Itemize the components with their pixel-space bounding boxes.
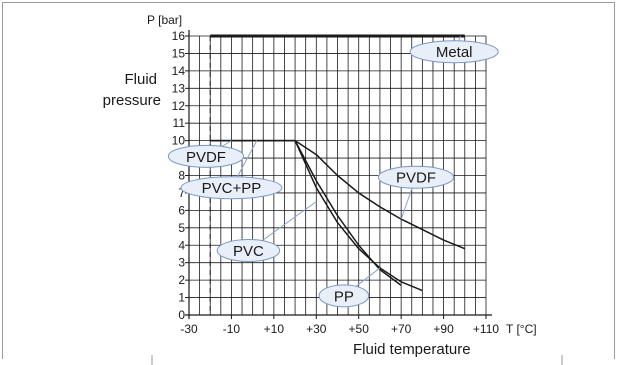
callout-bubble (318, 284, 370, 308)
y-tick-label: 3 (178, 256, 185, 270)
y-tick-label: 10 (172, 134, 186, 148)
y-tick-label: 14 (172, 64, 186, 78)
y-tick-label: 2 (178, 273, 185, 287)
x-tick-label: +110 (473, 322, 499, 336)
callout-label: PVDF (186, 149, 226, 166)
y-tick-label: 1 (178, 291, 185, 305)
y-tick-label: 15 (172, 46, 186, 60)
x-tick-label: +10 (264, 322, 285, 336)
series-callouts: Metal PVDF PVC+PP PVDF PVC PP (167, 35, 499, 308)
y-axis-title-line1: Fluid (124, 71, 157, 88)
frame-bottom-ticks (151, 355, 563, 365)
x-tick-label: +30 (306, 322, 327, 336)
axes (185, 30, 492, 319)
callout-pvdf-left: PVDF (167, 140, 245, 168)
y-tick-labels: 012345678910111213141516 (172, 29, 186, 322)
x-tick-label: +50 (349, 322, 370, 336)
callout-label: Metal (436, 44, 473, 61)
y-unit-label: P [bar] (147, 13, 182, 27)
callout-pvc-pp: PVC+PP (180, 140, 283, 200)
callout-label: PVC (233, 243, 264, 260)
y-tick-label: 16 (172, 29, 186, 43)
series-line-pvdf (210, 139, 466, 250)
callout-label: PP (334, 288, 354, 305)
x-tick-label: +90 (433, 322, 454, 336)
x-unit-label: T [°C] (506, 322, 537, 336)
y-tick-label: 6 (178, 203, 185, 217)
y-tick-label: 0 (178, 308, 185, 322)
x-tick-labels: -30 -10 +10 +30 +50 +70 +90 +110 (180, 322, 499, 336)
x-axis-title: Fluid temperature (353, 341, 471, 358)
callout-pvc: PVC (216, 201, 317, 262)
callout-bubble (377, 165, 455, 189)
callout-pp: PP (318, 267, 381, 308)
callout-bubble (167, 144, 245, 168)
y-tick-label: 13 (172, 81, 186, 95)
series-line-pvc (294, 140, 402, 286)
y-tick-label: 11 (173, 116, 186, 130)
callout-metal: Metal (409, 35, 499, 64)
callout-bubble (216, 238, 281, 262)
callout-label: PVDF (396, 170, 436, 187)
y-tick-label: 12 (172, 99, 186, 113)
y-axis-title-line2: pressure (103, 92, 161, 109)
series-lines (210, 34, 466, 292)
callout-pvdf-right: PVDF (377, 165, 455, 220)
y-tick-label: 7 (178, 186, 185, 200)
y-tick-label: 4 (178, 238, 185, 252)
x-tick-label: +70 (391, 322, 412, 336)
x-tick-label: -30 (180, 322, 198, 336)
callout-label: PVC+PP (202, 180, 262, 197)
y-tick-label: 8 (178, 169, 185, 183)
callout-bubble (409, 40, 499, 64)
y-tick-label: 5 (178, 221, 185, 235)
callout-bubble (180, 176, 283, 200)
x-tick-label: -10 (223, 322, 241, 336)
figure-frame (2, 2, 615, 359)
series-line-pp (294, 140, 423, 292)
